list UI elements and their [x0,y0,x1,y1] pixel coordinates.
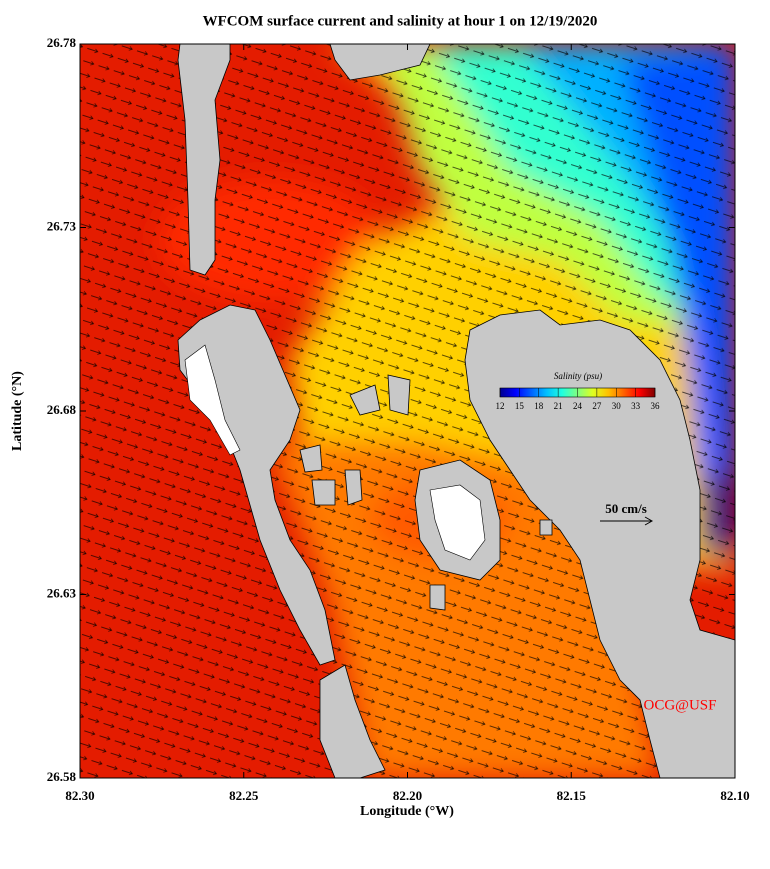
colorbar-tick-label: 36 [651,401,661,411]
y-tick-label: 26.68 [47,402,77,417]
x-tick-label: 82.25 [229,788,259,803]
colorbar-tick-label: 33 [631,401,641,411]
colorbar-tick-label: 18 [534,401,544,411]
y-tick-label: 26.78 [47,35,77,50]
colorbar-tick-label: 15 [515,401,525,411]
colorbar-tick-label: 21 [554,401,563,411]
y-tick-label: 26.63 [47,585,77,600]
colorbar-tick-label: 24 [573,401,583,411]
credit: OCG@USF [643,697,716,713]
x-axis-label: Longitude (°W) [360,804,454,819]
x-tick-label: 82.15 [557,788,587,803]
salinity-field [80,44,735,778]
scale-label: 50 cm/s [605,501,647,516]
x-tick-label: 82.30 [65,788,94,803]
colorbar-label: Salinity (psu) [554,371,602,381]
scale-arrow [600,516,654,526]
y-tick-label: 26.58 [47,769,77,784]
y-tick-label: 26.73 [47,218,77,233]
y-axis-label: Latitude (°N) [10,371,25,451]
colorbar-tick-label: 30 [612,401,622,411]
colorbar-tick-label: 12 [496,401,505,411]
x-tick-label: 82.20 [393,788,422,803]
colorbar-tick-label: 27 [592,401,602,411]
map-title: WFCOM surface current and salinity at ho… [203,13,598,29]
x-tick-label: 82.10 [720,788,749,803]
